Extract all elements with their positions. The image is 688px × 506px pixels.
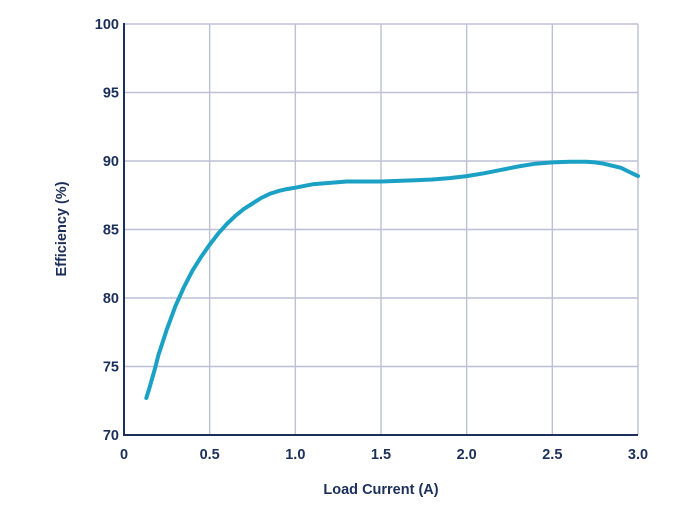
data-point	[362, 179, 366, 184]
data-point	[516, 164, 520, 169]
tick-labels: 0 0.5 1.0 1.5 2.0 2.5 3.0 70 75 80 85 90 95 100	[95, 17, 648, 463]
data-point	[173, 304, 177, 308]
x-tick-label: 2.0	[457, 447, 477, 463]
data-point	[208, 242, 212, 247]
y-tick-label: 100	[95, 17, 119, 33]
data-point	[259, 196, 263, 200]
data-point	[156, 353, 160, 358]
y-tick-label: 80	[103, 291, 119, 307]
data-point	[593, 160, 597, 164]
data-point	[310, 182, 315, 186]
data-point	[148, 385, 152, 389]
data-point	[550, 160, 554, 164]
data-point	[199, 255, 203, 259]
data-point	[293, 186, 297, 190]
data-point	[465, 174, 469, 178]
data-point	[379, 179, 383, 184]
y-tick-label: 85	[103, 223, 119, 239]
data-point	[242, 207, 246, 211]
y-tick-label: 70	[103, 428, 119, 444]
y-tick-label: 75	[103, 360, 119, 376]
data-point	[413, 178, 417, 182]
data-point	[430, 177, 434, 182]
y-tick-label: 90	[103, 154, 119, 170]
data-point	[345, 179, 349, 184]
data-point	[533, 162, 537, 166]
data-point	[585, 160, 589, 164]
data-point	[447, 176, 452, 180]
y-axis-title: Efficiency (%)	[54, 181, 70, 276]
data-point	[225, 222, 229, 226]
data-point	[396, 179, 400, 183]
x-tick-label: 1.0	[285, 447, 305, 463]
grid	[124, 23, 639, 435]
data-point	[482, 171, 486, 175]
y-tick-label: 95	[103, 86, 119, 102]
x-tick-label: 2.5	[542, 447, 562, 463]
x-tick-label: 1.5	[371, 447, 391, 463]
data-point	[627, 170, 632, 174]
x-tick-label: 0	[120, 447, 128, 463]
data-point	[276, 189, 280, 193]
data-point	[328, 181, 332, 185]
data-point	[165, 327, 169, 332]
data-point	[602, 162, 606, 166]
data-point	[233, 214, 237, 218]
data-point	[153, 367, 157, 371]
series-layer	[144, 159, 640, 400]
data-point	[619, 166, 623, 170]
x-axis-title: Load Current (A)	[323, 482, 438, 498]
data-point	[567, 160, 572, 164]
x-tick-label: 0.5	[200, 447, 220, 463]
data-point	[268, 192, 272, 196]
data-point	[499, 168, 503, 172]
data-point	[250, 201, 255, 206]
data-point	[144, 396, 148, 400]
data-point	[190, 269, 195, 273]
series-line-efficiency	[144, 159, 640, 400]
data-point	[636, 174, 640, 178]
data-point	[182, 285, 186, 289]
axes	[123, 23, 638, 436]
data-point	[285, 187, 289, 191]
x-tick-label: 3.0	[628, 447, 648, 463]
data-point	[216, 232, 220, 236]
